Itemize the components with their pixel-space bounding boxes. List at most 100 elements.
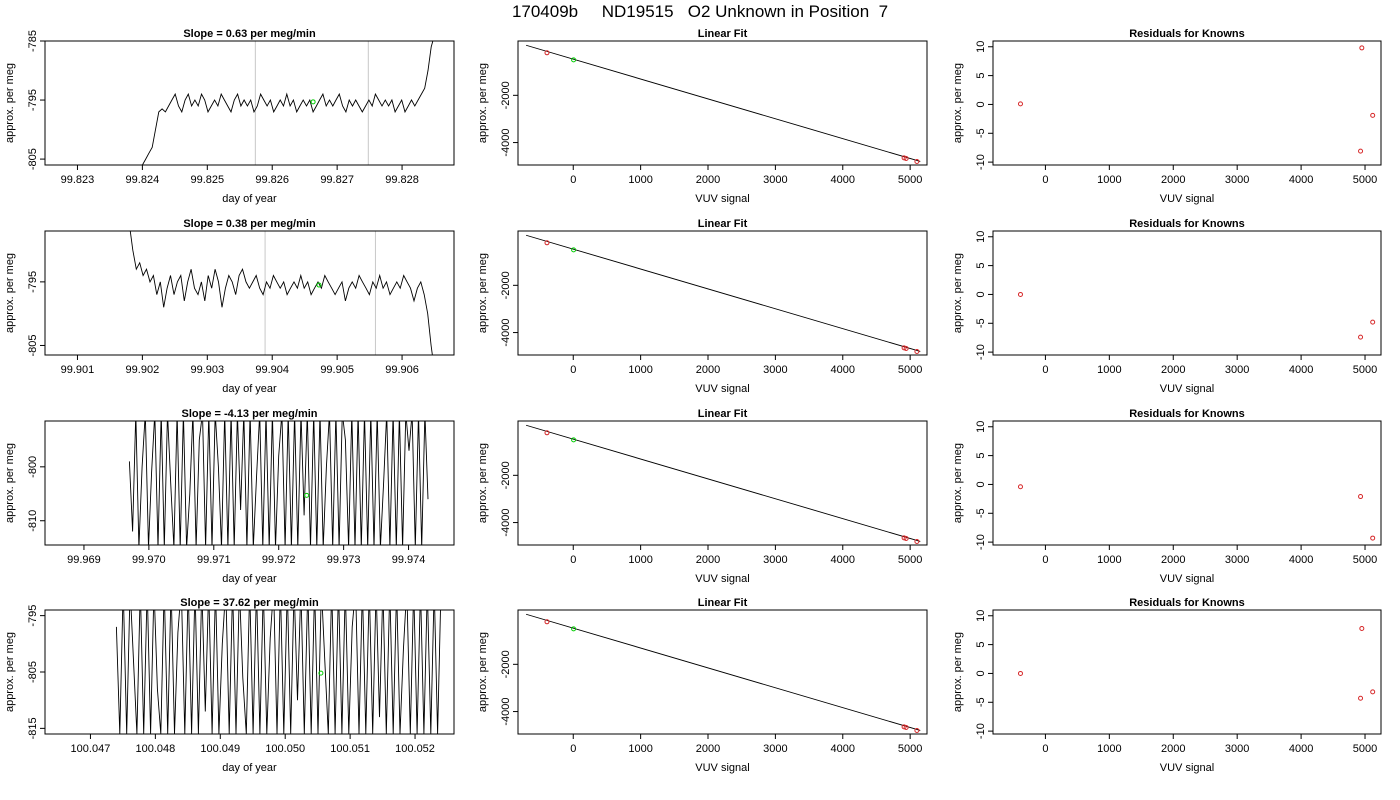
x-tick-label: 99.827	[320, 174, 354, 186]
x-tick-label: 3000	[763, 174, 787, 186]
y-tick-label: -5	[975, 128, 987, 138]
chart-panel-2: Linear Fit VUV signal approx. per meg 0 1000…	[477, 28, 928, 205]
x-axis-label: VUV signal	[1160, 383, 1214, 395]
y-tick-label: -795	[27, 605, 39, 627]
x-tick-label: 4000	[1289, 364, 1313, 376]
x-tick-label: 99.974	[392, 554, 426, 566]
residual-point	[1370, 319, 1376, 325]
x-tick-label: 5000	[1353, 554, 1377, 566]
plot-frame	[992, 40, 1382, 166]
x-tick-label: 0	[570, 174, 576, 186]
x-tick-label: 99.826	[255, 174, 289, 186]
x-tick-label: 4000	[831, 174, 855, 186]
x-tick-label: 99.973	[327, 554, 361, 566]
x-tick-label: 2000	[1161, 554, 1185, 566]
residual-point	[1370, 535, 1376, 541]
x-tick-label: 99.971	[197, 554, 231, 566]
plot-area	[128, 421, 429, 545]
y-tick-label: -805	[27, 661, 39, 683]
residual-point	[1359, 625, 1365, 631]
x-axis-label: day of year	[222, 193, 277, 205]
plot-area	[525, 613, 921, 733]
residual-point	[1017, 670, 1023, 676]
y-tick-label: 5	[975, 453, 987, 459]
x-tick-label: 5000	[898, 554, 922, 566]
x-tick-label: 99.972	[262, 554, 296, 566]
plot-area	[129, 231, 433, 355]
figure-title: 170409b ND19515 O2 Unknown in Position 7	[511, 2, 889, 21]
x-tick-label: 99.903	[190, 364, 224, 376]
x-tick-label: 0	[570, 743, 576, 755]
chart-title: Slope = 37.62 per meg/min	[180, 597, 319, 609]
plot-frame	[517, 230, 928, 356]
x-tick-label: 0	[1042, 364, 1048, 376]
plot-frame	[517, 40, 928, 166]
y-tick-label: -10	[975, 154, 987, 170]
x-tick-label: 100.048	[135, 743, 175, 755]
x-tick-label: 0	[1042, 743, 1048, 755]
x-tick-label: 4000	[831, 743, 855, 755]
y-axis-label: approx. per meg	[477, 63, 489, 143]
plot-frame	[517, 420, 928, 546]
residual-point	[1358, 334, 1364, 340]
x-tick-label: 0	[1042, 554, 1048, 566]
x-tick-label: 100.050	[265, 743, 305, 755]
unknown-point	[571, 626, 577, 632]
x-tick-label: 5000	[898, 174, 922, 186]
y-tick-label: -10	[975, 534, 987, 550]
y-tick-label: 5	[975, 642, 987, 648]
x-tick-label: 2000	[1161, 743, 1185, 755]
x-axis-label: day of year	[222, 383, 277, 395]
y-tick-label: -5	[975, 318, 987, 328]
x-tick-label: 99.824	[126, 174, 160, 186]
x-tick-label: 99.823	[61, 174, 95, 186]
y-tick-label: -800	[27, 456, 39, 478]
y-axis-label: approx. per meg	[952, 253, 964, 333]
known-point	[914, 158, 920, 164]
chart-title: Linear Fit	[698, 597, 748, 609]
unknown-point	[310, 99, 316, 105]
chart-title: Residuals for Knowns	[1129, 28, 1245, 40]
y-tick-label: 5	[975, 73, 987, 79]
chart-title: Slope = 0.38 per meg/min	[183, 218, 316, 230]
residual-point	[1017, 484, 1023, 490]
y-tick-label: -795	[27, 271, 39, 293]
x-tick-label: 1000	[1097, 743, 1121, 755]
x-tick-label: 1000	[628, 743, 652, 755]
x-tick-label: 0	[1042, 174, 1048, 186]
x-tick-label: 4000	[831, 364, 855, 376]
x-tick-label: 5000	[1353, 743, 1377, 755]
y-axis-label: approx. per meg	[952, 632, 964, 712]
x-axis-label: VUV signal	[1160, 193, 1214, 205]
x-tick-label: 99.901	[61, 364, 95, 376]
unknown-point	[571, 57, 577, 63]
x-axis-label: VUV signal	[1160, 762, 1214, 774]
x-tick-label: 1000	[628, 174, 652, 186]
y-tick-label: -5	[975, 697, 987, 707]
x-tick-label: 99.902	[126, 364, 160, 376]
x-tick-label: 4000	[1289, 743, 1313, 755]
plot-area	[525, 234, 921, 354]
x-tick-label: 5000	[1353, 364, 1377, 376]
x-tick-label: 99.906	[385, 364, 419, 376]
y-tick-label: 10	[975, 610, 987, 622]
plot-area	[115, 610, 441, 734]
y-tick-label: -810	[27, 510, 39, 532]
known-point	[903, 156, 909, 162]
x-tick-label: 2000	[696, 743, 720, 755]
x-tick-label: 99.828	[385, 174, 419, 186]
y-tick-label: -4000	[500, 508, 512, 536]
x-tick-label: 4000	[1289, 554, 1313, 566]
fit-line	[525, 234, 921, 352]
x-axis-label: VUV signal	[695, 762, 749, 774]
y-tick-label: -10	[975, 344, 987, 360]
chart-title: Linear Fit	[698, 28, 748, 40]
plot-frame	[44, 609, 455, 735]
y-tick-label: -2000	[500, 461, 512, 489]
unknown-point	[571, 437, 577, 443]
y-tick-label: -795	[27, 89, 39, 111]
chart-title: Residuals for Knowns	[1129, 597, 1245, 609]
x-axis-label: day of year	[222, 573, 277, 585]
chart-panel-6: Residuals for Knowns VUV signal approx. pe…	[952, 218, 1382, 395]
y-tick-label: -5	[975, 508, 987, 518]
